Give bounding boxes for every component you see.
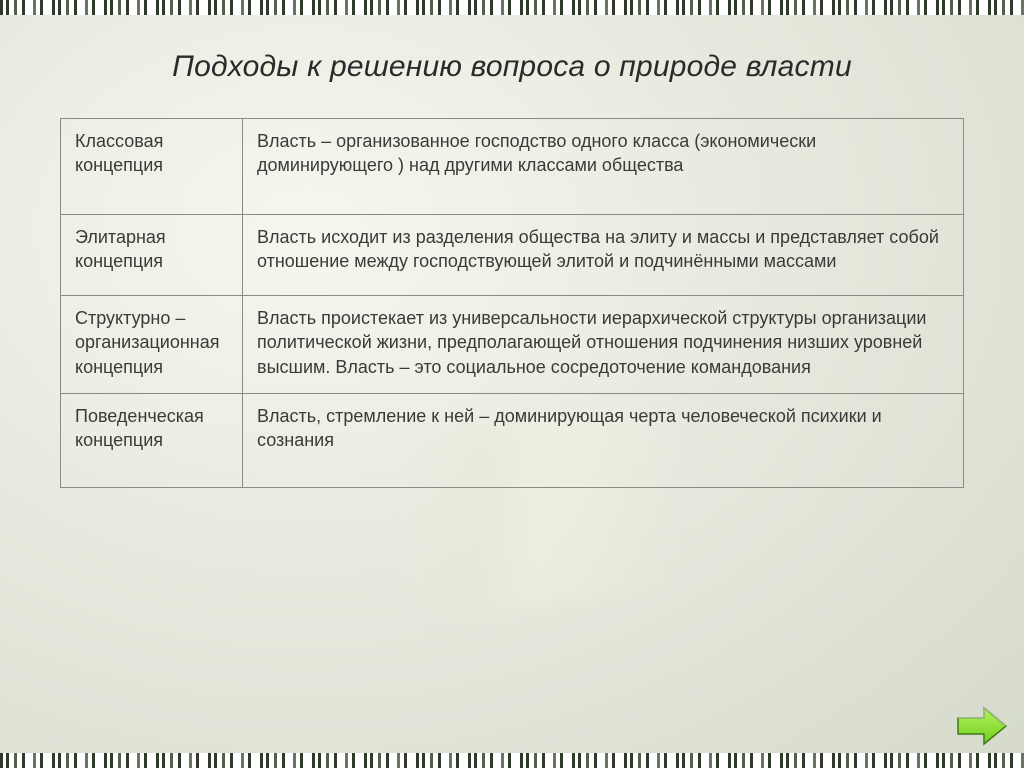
concept-desc-cell: Власть проистекает из универсальности ие…	[243, 296, 964, 394]
concepts-table: Классовая концепцияВласть – организованн…	[60, 118, 964, 488]
table-row: Поведенческая концепцияВласть, стремлени…	[61, 394, 964, 488]
slide-content: Подходы к решению вопроса о природе влас…	[0, 0, 1024, 768]
concepts-table-body: Классовая концепцияВласть – организованн…	[61, 119, 964, 488]
table-row: Элитарная концепцияВласть исходит из раз…	[61, 214, 964, 296]
table-row: Классовая концепцияВласть – организованн…	[61, 119, 964, 215]
table-row: Структурно – организационная концепцияВл…	[61, 296, 964, 394]
concept-desc-cell: Власть – организованное господство одног…	[243, 119, 964, 215]
slide-title: Подходы к решению вопроса о природе влас…	[60, 50, 964, 84]
next-arrow-button[interactable]	[954, 704, 1010, 748]
concept-desc-cell: Власть исходит из разделения общества на…	[243, 214, 964, 296]
concept-name-cell: Поведенческая концепция	[61, 394, 243, 488]
concept-name-cell: Элитарная концепция	[61, 214, 243, 296]
concept-name-cell: Структурно – организационная концепция	[61, 296, 243, 394]
concept-name-cell: Классовая концепция	[61, 119, 243, 215]
concept-desc-cell: Власть, стремление к ней – доминирующая …	[243, 394, 964, 488]
arrow-right-icon	[954, 704, 1010, 748]
